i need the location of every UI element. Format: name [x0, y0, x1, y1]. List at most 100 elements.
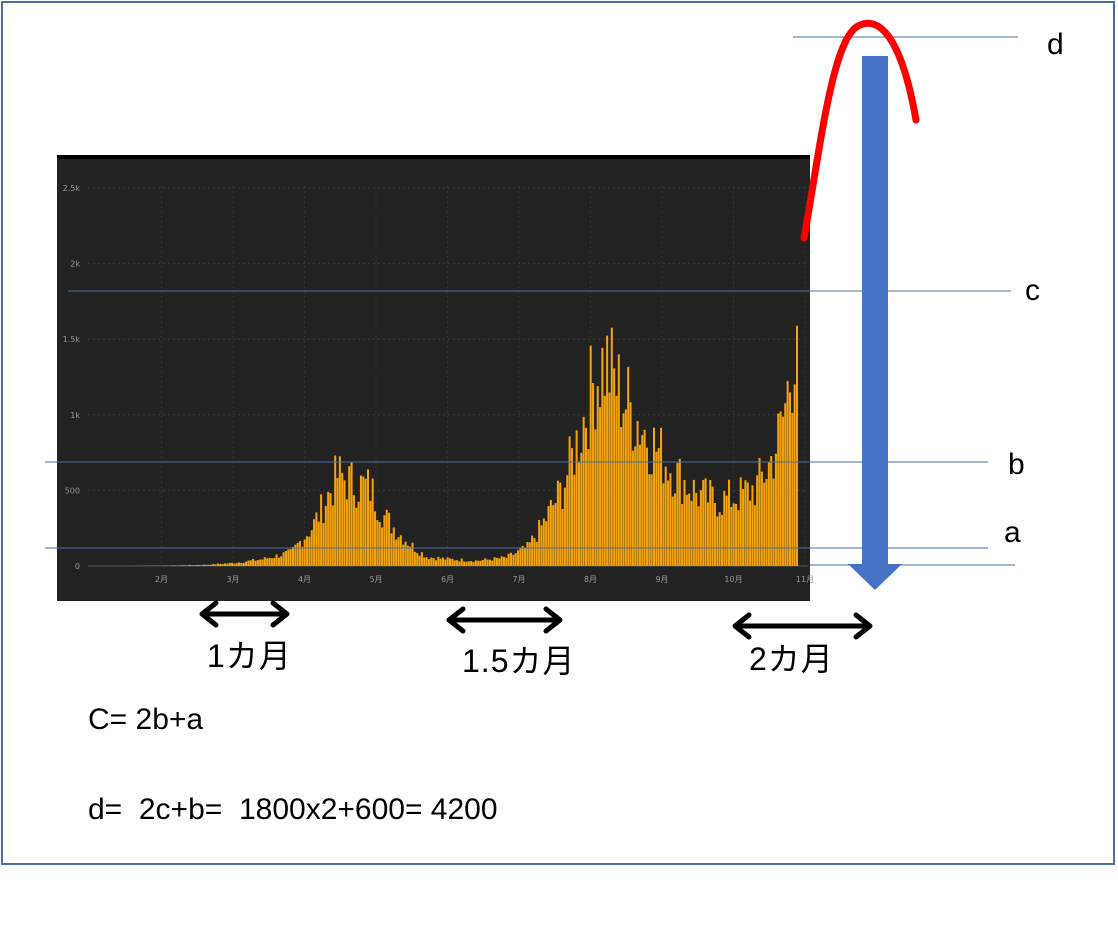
bar [198, 565, 201, 566]
bar [209, 564, 212, 566]
bar [695, 492, 698, 566]
x-tick-label: 11月 [796, 575, 814, 584]
bar [465, 561, 468, 566]
bar [270, 558, 273, 566]
bar [355, 507, 358, 566]
bar [467, 561, 470, 566]
bar [655, 451, 658, 566]
bar [720, 514, 724, 566]
bar [709, 480, 712, 566]
bar [184, 565, 187, 566]
x-tick-label: 9月 [655, 575, 668, 584]
bar [303, 539, 306, 566]
bar [425, 557, 428, 566]
bar [338, 456, 341, 566]
bar [420, 552, 423, 566]
reference-lines [45, 36, 1018, 566]
bar [491, 560, 494, 566]
bar [364, 478, 367, 566]
bar [359, 475, 362, 566]
bar [336, 478, 339, 566]
bar [254, 560, 257, 566]
bar [481, 559, 484, 566]
chart-top-border [57, 155, 810, 159]
span-label-2-months: 2カ月 [749, 641, 834, 677]
x-tick-label: 2月 [155, 575, 168, 584]
bar [732, 503, 735, 566]
span-label-1-5-months: 1.5カ月 [462, 643, 576, 679]
bar [409, 546, 412, 566]
bar [366, 469, 370, 566]
bar [315, 512, 318, 566]
formula-c: C= 2b+a [88, 703, 204, 736]
y-tick-label: 1k [70, 411, 80, 420]
bar [287, 549, 290, 566]
bar [641, 435, 644, 566]
bar [446, 557, 449, 566]
bar [629, 402, 632, 566]
bar [200, 565, 203, 566]
bar [444, 559, 447, 566]
bar [577, 461, 581, 566]
bar [596, 386, 599, 566]
bar [252, 558, 255, 566]
bar [430, 557, 433, 566]
bar [617, 354, 620, 566]
bar [453, 560, 456, 566]
bar [341, 472, 344, 566]
bar [676, 462, 679, 566]
bar [301, 546, 304, 566]
y-tick-label: 0 [75, 562, 80, 571]
bar [631, 450, 634, 566]
bar [221, 564, 224, 566]
bar [615, 395, 618, 566]
x-tick-label: 4月 [298, 575, 311, 584]
bar [777, 413, 780, 566]
bar [645, 447, 648, 566]
bar [172, 565, 175, 566]
bar [242, 562, 245, 566]
bar [313, 519, 316, 566]
bar [249, 560, 252, 566]
bar [540, 525, 543, 566]
bar [296, 542, 299, 566]
bar [404, 541, 407, 566]
bar [331, 505, 334, 566]
bar [317, 521, 320, 566]
level-label-b: b [1008, 448, 1025, 481]
bar [399, 535, 402, 566]
bar [559, 482, 562, 566]
span-arrow-2-right-head [543, 606, 563, 634]
span-arrow-3-left-head [732, 612, 752, 640]
bar [793, 384, 796, 566]
bar [760, 471, 763, 566]
bar [378, 521, 381, 566]
y-tick-label: 1.5k [63, 335, 81, 344]
bar [582, 416, 585, 566]
bar [556, 480, 559, 566]
x-tick-label: 5月 [369, 575, 382, 584]
bar [441, 557, 445, 566]
formula-d: d= 2c+b= 1800x2+600= 4200 [88, 793, 498, 826]
x-tick-label: 8月 [584, 575, 597, 584]
bar [727, 479, 731, 566]
bar [233, 563, 236, 566]
bar [512, 554, 515, 566]
bar [291, 546, 295, 566]
bar [188, 564, 191, 566]
bar [263, 557, 266, 566]
bar [362, 476, 365, 566]
bar [779, 411, 782, 566]
bar [770, 456, 773, 566]
bar [519, 548, 522, 566]
bar [381, 527, 384, 566]
span-arrow-3-right-head [853, 612, 873, 640]
bar [749, 500, 752, 566]
bar [573, 474, 576, 566]
bar [228, 562, 231, 566]
bar [395, 539, 398, 566]
bar [533, 538, 536, 566]
bar [610, 327, 613, 566]
bar [402, 544, 405, 566]
bar [212, 563, 215, 566]
